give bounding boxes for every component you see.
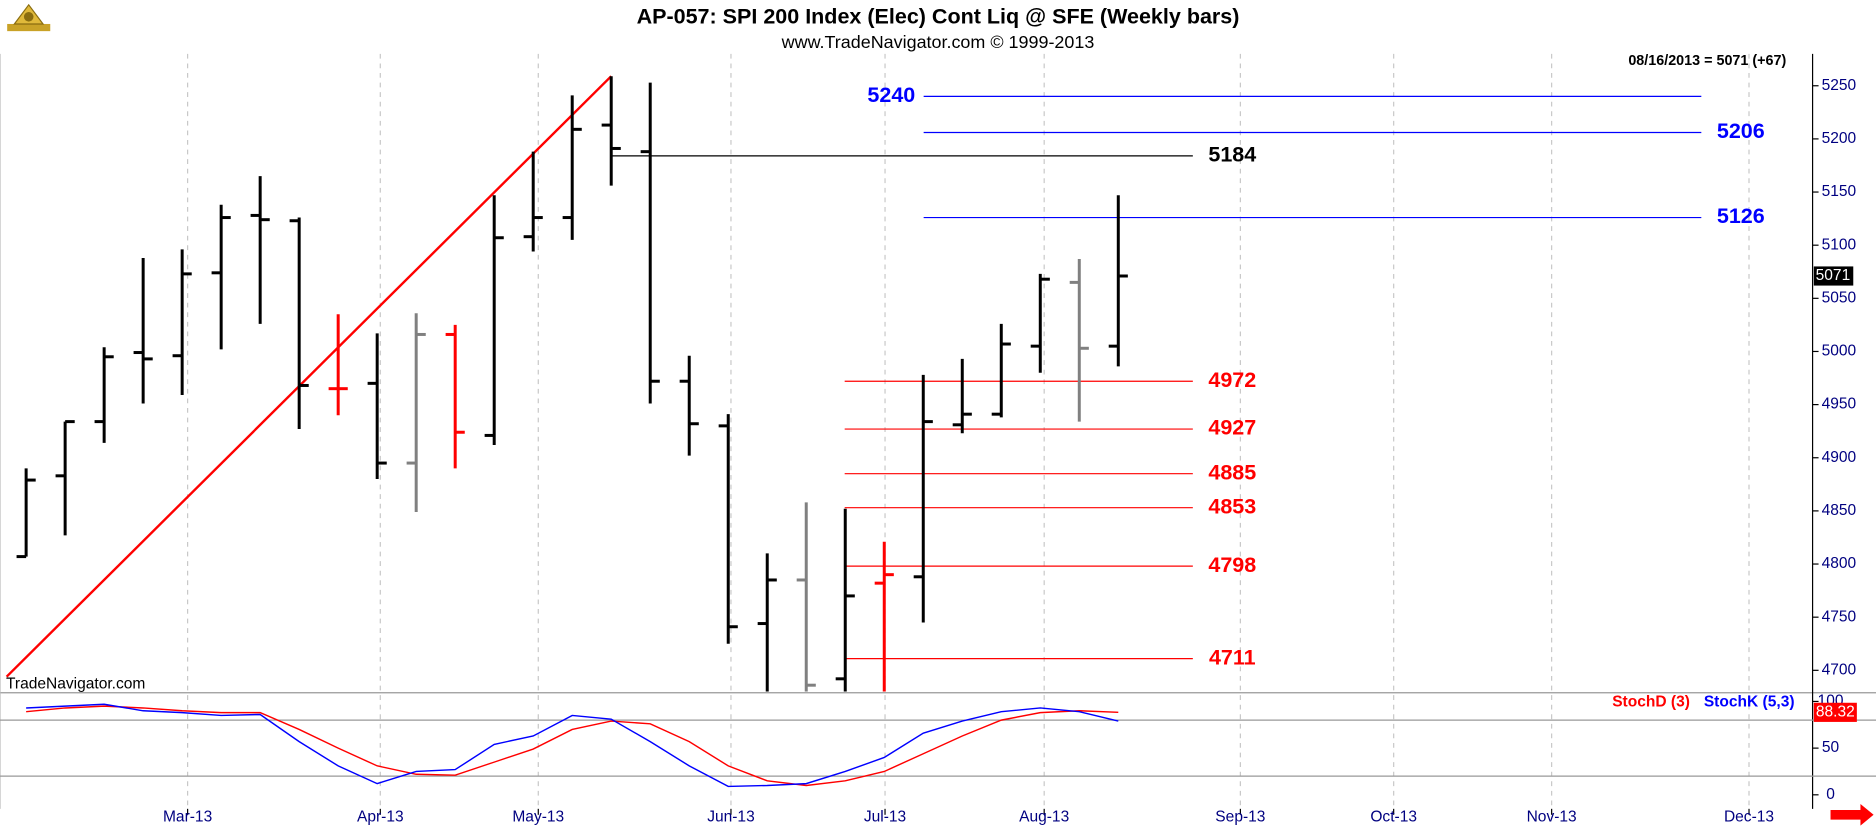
- level-label: 5184: [1208, 143, 1256, 167]
- x-tick-label: Jul-13: [864, 808, 906, 825]
- chart-title: AP-057: SPI 200 Index (Elec) Cont Liq @ …: [637, 5, 1240, 29]
- chart-subtitle: www.TradeNavigator.com © 1999-2013: [781, 32, 1095, 52]
- level-label: 5126: [1717, 204, 1765, 228]
- x-tick-label: Aug-13: [1019, 808, 1069, 825]
- level-label: 4927: [1208, 416, 1256, 440]
- y-tick-label: 0: [1826, 786, 1835, 803]
- legend-entry: StochK (5,3): [1704, 693, 1795, 710]
- x-tick-label: Sep-13: [1215, 808, 1265, 825]
- logo-base: [7, 23, 51, 32]
- indicator-line: [26, 703, 1119, 788]
- y-tick-label: 4800: [1822, 555, 1857, 572]
- level-label: 4711: [1209, 645, 1256, 669]
- trendline: [5, 75, 613, 678]
- x-tick-label: Jun-13: [707, 808, 755, 825]
- level-label: 4853: [1208, 494, 1256, 518]
- level-label: 4885: [1208, 460, 1256, 484]
- y-tick-label: 4950: [1822, 396, 1857, 413]
- watermark: TradeNavigator.com: [6, 676, 145, 693]
- x-tick-label: Mar-13: [163, 808, 212, 825]
- logo-dot: [23, 12, 34, 22]
- y-tick-label: 50: [1822, 739, 1840, 756]
- x-tick-label: Oct-13: [1370, 808, 1417, 825]
- level-label: 4972: [1208, 368, 1256, 392]
- y-tick-label: 5100: [1822, 236, 1857, 253]
- y-tick-label: 5200: [1822, 130, 1857, 147]
- y-tick-label: 5000: [1822, 343, 1857, 360]
- x-tick-label: Dec-13: [1724, 808, 1774, 825]
- level-label: 4798: [1208, 553, 1256, 577]
- y-tick-label: 5250: [1822, 77, 1857, 94]
- scroll-arrow[interactable]: [1830, 804, 1874, 826]
- x-tick-label: Nov-13: [1527, 808, 1577, 825]
- last-price-box: [1813, 266, 1854, 286]
- x-tick-label: Apr-13: [357, 808, 404, 825]
- marks: 5240 5206 5184 5126 4972 4927 4885 4853 4798 4711…: [5, 75, 1857, 788]
- y-tick-label: 4900: [1822, 449, 1857, 466]
- last-price-label: 5071: [1816, 267, 1851, 284]
- y-tick-label: 5150: [1822, 183, 1857, 200]
- last-value-box: [1813, 702, 1857, 722]
- y-tick-label: 4850: [1822, 502, 1857, 519]
- indicator-line: [26, 705, 1119, 787]
- grid: Mar-13 Apr-13 May-13 Jun-13 Jul-13 Aug-13 Sep-…: [0, 53, 1876, 825]
- logo: [7, 3, 51, 32]
- legend-entry: StochD (3): [1612, 693, 1690, 710]
- y-tick-label: 5050: [1822, 289, 1857, 306]
- info-label: 08/16/2013 = 5071 (+67): [1628, 53, 1786, 69]
- level-label: 5240: [867, 83, 915, 107]
- last-value-label: 88.32: [1816, 703, 1855, 720]
- level-label: 5206: [1717, 119, 1765, 143]
- y-tick-label: 4750: [1822, 608, 1857, 625]
- y-tick-label: 4700: [1822, 661, 1857, 678]
- x-tick-label: May-13: [512, 808, 564, 825]
